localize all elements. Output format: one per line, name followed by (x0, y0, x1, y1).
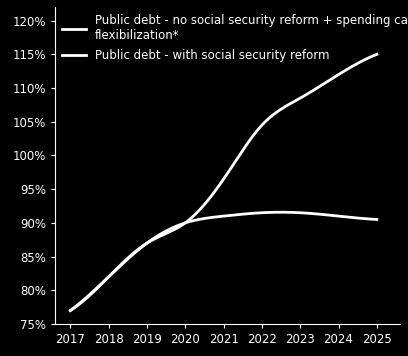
Public debt - with social security reform (279, 210, 284, 214)
Public debt - no social security reform + spending cap
flexibilization* (249, 135, 254, 140)
Public debt - no social security reform + spending cap
flexibilization* (255, 127, 260, 132)
Public debt - with social security reform (249, 211, 254, 215)
Public debt - no social security reform + spending cap
flexibilization* (346, 67, 350, 71)
Public debt - with social security reform (69, 308, 74, 312)
Public debt - no social security reform + spending cap
flexibilization* (251, 134, 255, 138)
Public debt - no social security reform + spending cap
flexibilization* (68, 308, 73, 313)
Legend: Public debt - no social security reform + spending cap
flexibilization*, Public : Public debt - no social security reform … (59, 11, 408, 66)
Public debt - with social security reform (375, 217, 379, 221)
Public debt - no social security reform + spending cap
flexibilization* (69, 308, 74, 312)
Public debt - no social security reform + spending cap
flexibilization* (326, 79, 331, 83)
Line: Public debt - with social security reform: Public debt - with social security refor… (71, 212, 377, 310)
Line: Public debt - no social security reform + spending cap
flexibilization*: Public debt - no social security reform … (71, 54, 377, 310)
Public debt - with social security reform (251, 211, 255, 215)
Public debt - no social security reform + spending cap
flexibilization* (375, 52, 379, 57)
Public debt - with social security reform (327, 213, 332, 217)
Public debt - with social security reform (68, 308, 73, 313)
Public debt - with social security reform (347, 215, 352, 219)
Public debt - with social security reform (255, 211, 260, 215)
